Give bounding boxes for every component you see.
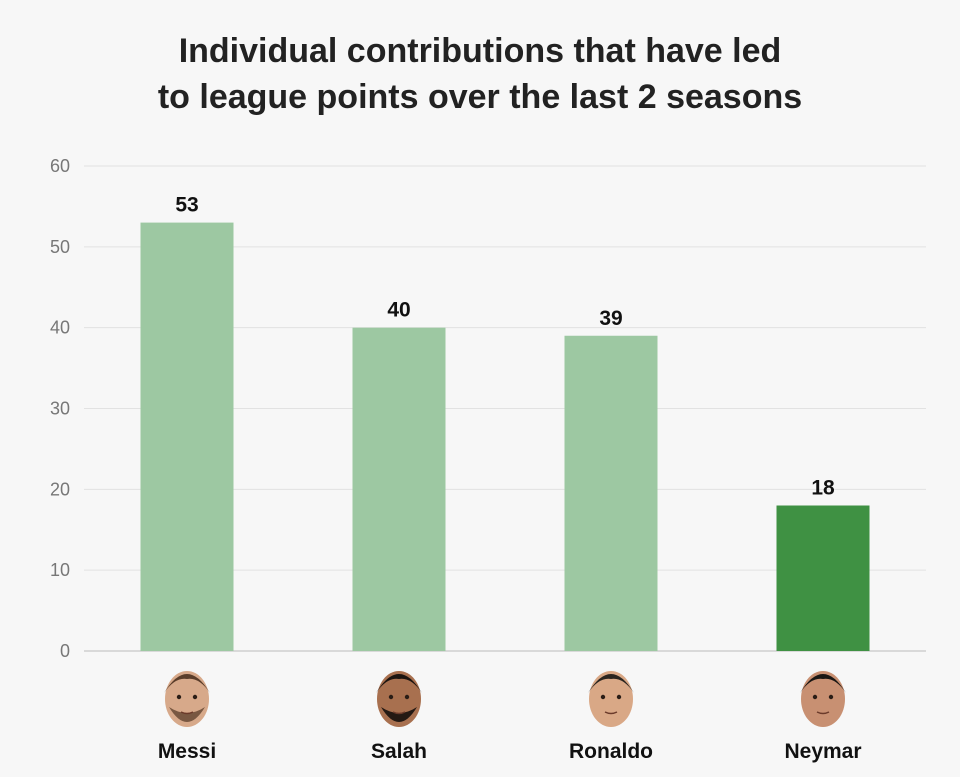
- y-tick-label: 40: [50, 318, 70, 338]
- bar-messi: [140, 222, 234, 652]
- bar-neymar: [776, 505, 870, 651]
- neymar-face-icon: [800, 671, 846, 727]
- data-label: 40: [387, 299, 410, 322]
- messi-face-icon: [164, 671, 210, 727]
- category-label-salah: Salah: [371, 740, 427, 763]
- y-tick-label: 30: [50, 399, 70, 419]
- y-tick-label: 0: [60, 641, 70, 661]
- y-tick-label: 60: [50, 156, 70, 176]
- category-label-neymar: Neymar: [784, 740, 861, 763]
- y-tick-label: 50: [50, 237, 70, 257]
- category-label-ronaldo: Ronaldo: [569, 740, 653, 763]
- bar-ronaldo: [564, 335, 658, 651]
- chart-title-line-1: Individual contributions that have led: [178, 32, 782, 70]
- category-label-messi: Messi: [158, 740, 216, 763]
- data-label: 53: [175, 194, 198, 217]
- y-tick-label: 20: [50, 479, 70, 499]
- salah-face-icon: [376, 671, 422, 727]
- chart-title-line-2: to league points over the last 2 seasons: [157, 78, 803, 116]
- ronaldo-face-icon: [588, 671, 634, 727]
- data-label: 18: [811, 477, 835, 500]
- bar-salah: [352, 327, 446, 651]
- data-label: 39: [599, 307, 622, 330]
- y-tick-label: 10: [50, 560, 70, 580]
- chart-title: Individual contributions that have led t…: [0, 28, 960, 120]
